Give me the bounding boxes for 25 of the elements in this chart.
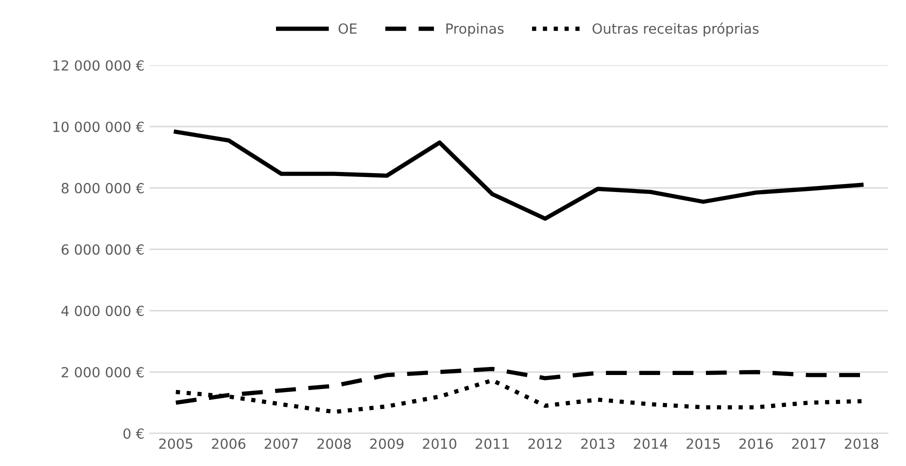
x-tick-label: 2014 [634, 438, 668, 449]
x-tick-label: 2007 [264, 438, 298, 449]
x-tick-label: 2013 [581, 438, 614, 449]
line-series [174, 130, 864, 221]
y-tick-label: 2 000 000 € [62, 366, 144, 378]
x-tick-label: 2018 [844, 438, 878, 449]
legend-label: Propinas [446, 23, 504, 37]
legend-label: OE [338, 23, 357, 34]
x-tick-label: 2017 [792, 438, 826, 449]
x-tick-label: 2011 [476, 438, 509, 449]
y-tick-label: 4 000 000 € [61, 306, 144, 316]
y-tick-label: 6 000 000 € [62, 244, 144, 255]
x-tick-label: 2010 [422, 438, 456, 449]
x-tick-label: 2005 [159, 438, 192, 449]
y-tick-label: 12 000 000 € [53, 60, 144, 71]
y-tick-label: 8 000 000 € [62, 182, 144, 194]
y-tick-label: 0 € [123, 428, 144, 439]
y-tick-label: 10 000 000 € [53, 122, 144, 132]
x-tick-label: 2009 [370, 438, 404, 449]
legend-label: Outras receitas próprias [592, 22, 759, 37]
x-tick-label: 2012 [528, 438, 562, 449]
x-tick-label: 2015 [686, 438, 720, 449]
x-tick-label: 2016 [739, 438, 773, 449]
x-tick-label: 2008 [317, 438, 351, 449]
x-tick-label: 2006 [212, 438, 246, 449]
